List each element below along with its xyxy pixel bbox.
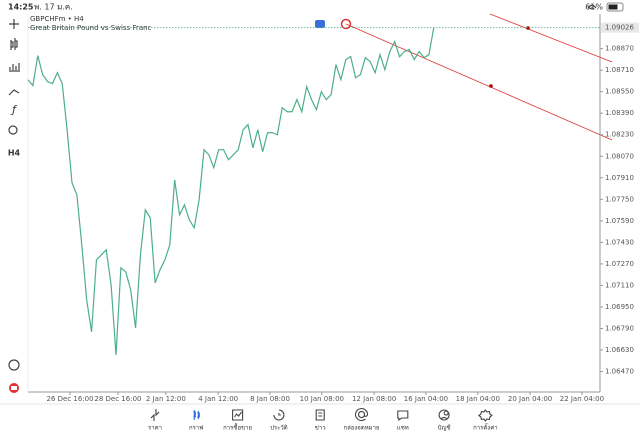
x-tick-label: 12 Jan 08:00 — [352, 395, 396, 403]
order-icon[interactable] — [315, 20, 325, 28]
y-tick-label: 1.06630 — [605, 346, 634, 354]
y-tick-label: 1.08870 — [605, 45, 634, 53]
x-tick-label: 20 Jan 04:00 — [508, 395, 552, 403]
x-tick-label: 22 Jan 04:00 — [560, 395, 604, 403]
battery-level — [608, 4, 618, 10]
trend-line[interactable] — [489, 13, 613, 63]
x-tick-label: 16 Jan 04:00 — [404, 395, 448, 403]
y-tick-label: 1.06470 — [605, 368, 634, 376]
current-price-label: 1.09026 — [605, 24, 634, 32]
x-tick-label: 10 Jan 08:00 — [300, 395, 344, 403]
y-tick-label: 1.06790 — [605, 324, 634, 332]
timeframe[interactable]: H4 — [8, 149, 21, 158]
battery-icon — [606, 2, 624, 12]
speed-icon[interactable] — [8, 359, 20, 371]
x-tick-label: 2 Jan 12:00 — [146, 395, 186, 403]
trend-line-handle[interactable] — [526, 26, 530, 30]
y-tick-label: 1.07110 — [605, 281, 634, 289]
x-tick-label: 18 Jan 04:00 — [456, 395, 500, 403]
y-tick-label: 1.08070 — [605, 152, 634, 160]
nav-icon — [354, 407, 369, 422]
nav-icon — [397, 410, 409, 422]
x-tick-label: 4 Jan 12:00 — [198, 395, 238, 403]
y-tick-label: 1.06950 — [605, 303, 634, 311]
nav-item[interactable]: ประวัติ — [270, 409, 288, 432]
y-tick-label: 1.07910 — [605, 174, 634, 182]
shapes-icon[interactable] — [8, 125, 18, 135]
nav-label: กล่องจดหมาย — [343, 425, 379, 432]
chart-type-icon[interactable] — [10, 38, 18, 50]
x-tick-label: 28 Dec 16:00 — [94, 395, 141, 403]
y-tick-label: 1.08390 — [605, 109, 634, 117]
trend-line[interactable] — [345, 23, 613, 141]
indicators-icon[interactable] — [9, 63, 20, 72]
nav-label: ข่าว — [315, 425, 326, 432]
y-tick-label: 1.08710 — [605, 66, 634, 74]
nav-icon — [438, 409, 450, 421]
nav-label: แชท — [397, 425, 409, 432]
y-tick-label: 1.07270 — [605, 260, 634, 268]
nav-item[interactable]: การซื้อขาย — [223, 409, 252, 432]
y-tick-label: 1.07590 — [605, 217, 634, 225]
nav-label: การตั้งค่า — [473, 422, 497, 432]
chart-symbol: GBPCHFm • H4 — [30, 15, 84, 23]
nav-icon — [477, 409, 493, 422]
nav-label: กราฟ — [189, 425, 203, 432]
trend-line-handle[interactable] — [489, 84, 493, 88]
objects-icon[interactable] — [8, 89, 20, 96]
x-tick-label: 8 Jan 08:00 — [250, 395, 290, 403]
status-time: 14:25 — [8, 3, 34, 12]
nav-label: การซื้อขาย — [223, 422, 252, 432]
y-tick-label: 1.08550 — [605, 88, 634, 96]
nav-icon — [150, 409, 160, 421]
account-icon-mark — [11, 386, 17, 390]
toolbar: ƒ H4 — [8, 19, 21, 393]
crosshair-icon[interactable] — [9, 19, 19, 29]
nav-item[interactable]: ข่าว — [315, 409, 326, 432]
nav-item[interactable]: กราฟ — [189, 410, 204, 432]
current-price-box — [601, 22, 639, 33]
nav-label: ราคา — [148, 425, 162, 432]
nav-item[interactable]: บัญชี — [438, 409, 451, 432]
nav-item[interactable]: การตั้งค่า — [473, 409, 498, 432]
chart-description: Great Britain Pound vs Swiss Franc — [30, 24, 152, 32]
x-tick-label: 26 Dec 16:00 — [47, 395, 94, 403]
status-date: พ. 17 ม.ค. — [34, 3, 73, 12]
wifi-icon — [587, 4, 597, 10]
y-tick-label: 1.07430 — [605, 238, 634, 246]
nav-label: บัญชี — [438, 424, 451, 432]
nav-icon — [273, 409, 285, 421]
y-tick-label: 1.08230 — [605, 131, 634, 139]
nav-item[interactable]: แชท — [397, 410, 409, 432]
function-icon[interactable]: ƒ — [10, 103, 18, 116]
nav-label: ประวัติ — [270, 425, 288, 432]
price-line — [27, 27, 435, 356]
nav-item[interactable]: กล่องจดหมาย — [343, 407, 380, 432]
nav-icon — [193, 410, 200, 420]
nav-icon — [232, 409, 244, 421]
nav-icon — [315, 409, 325, 421]
y-tick-label: 1.07750 — [605, 195, 634, 203]
nav-item[interactable]: ราคา — [148, 409, 162, 432]
